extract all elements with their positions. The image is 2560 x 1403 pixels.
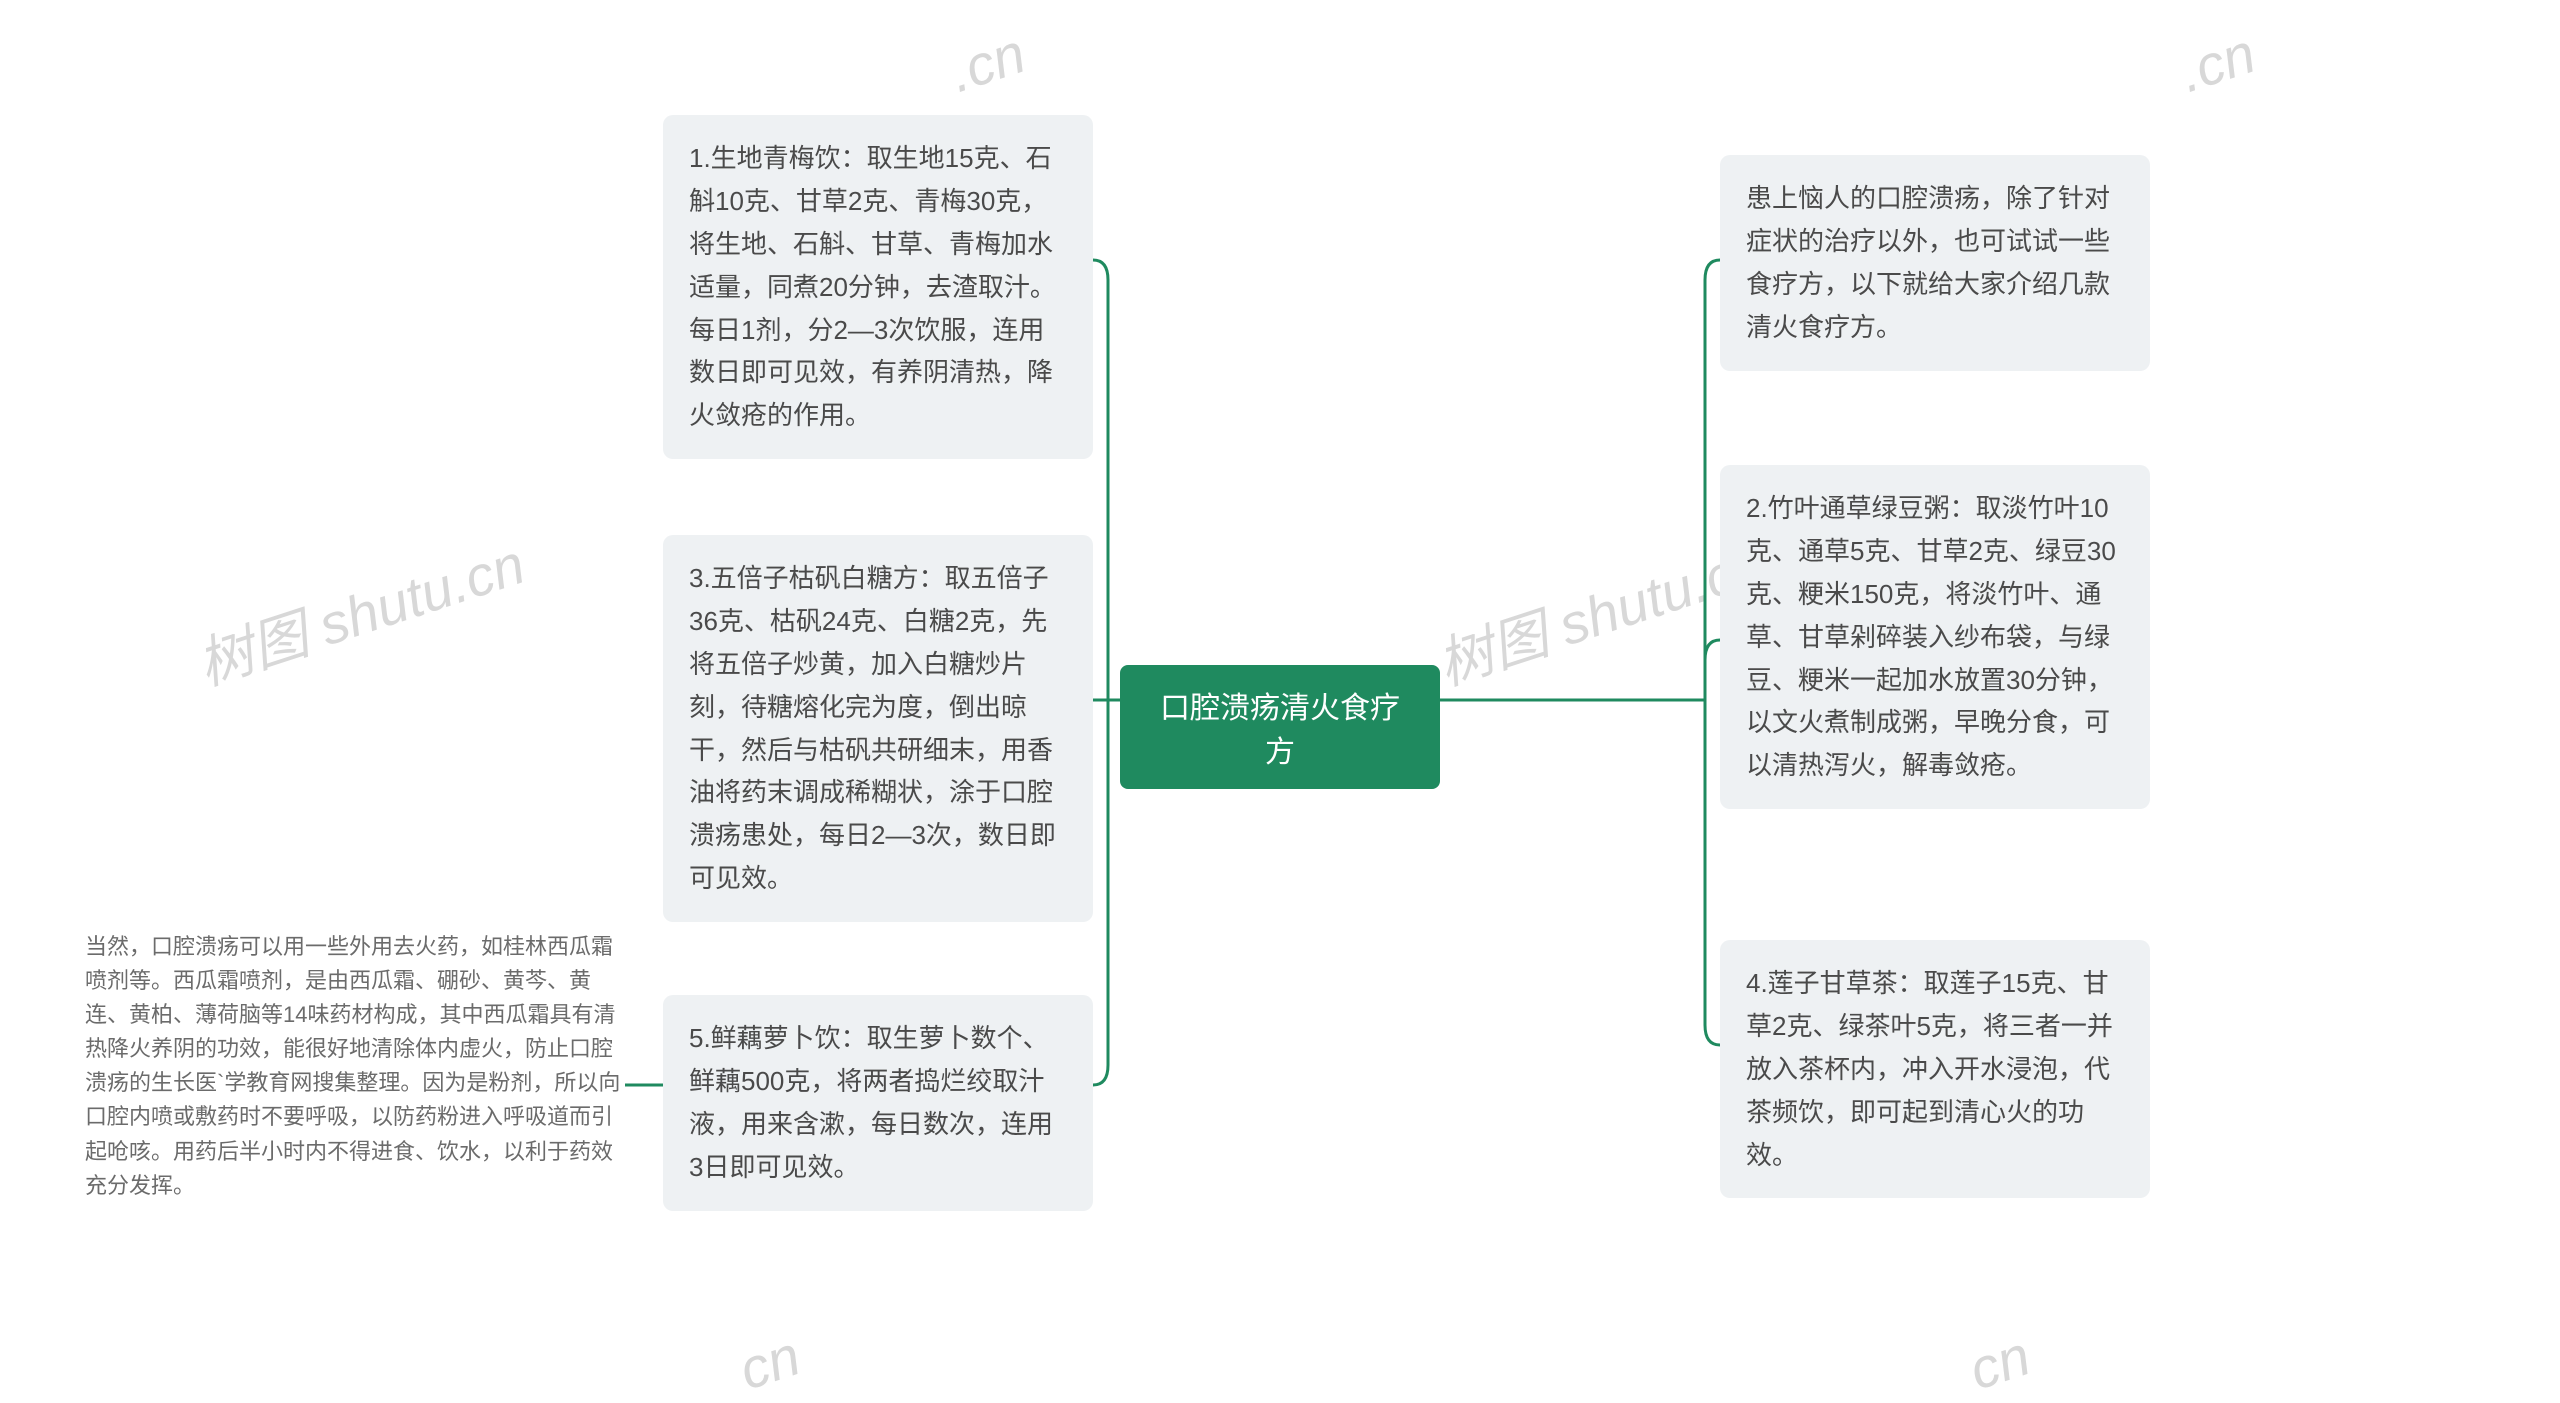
watermark: .cn <box>942 20 1033 105</box>
branch-node-3[interactable]: 3.五倍子枯矾白糖方：取五倍子36克、枯矾24克、白糖2克，先将五倍子炒黄，加入… <box>663 535 1093 922</box>
center-node[interactable]: 口腔溃疡清火食疗方 <box>1120 665 1440 789</box>
branch-node-5[interactable]: 5.鲜藕萝卜饮：取生萝卜数个、鲜藕500克，将两者捣烂绞取汁液，用来含漱，每日数… <box>663 995 1093 1211</box>
mindmap-canvas: 树图 shutu.cn 树图 shutu.cn .cn .cn cn cn 口腔… <box>0 0 2560 1403</box>
branch-node-1[interactable]: 1.生地青梅饮：取生地15克、石斛10克、甘草2克、青梅30克，将生地、石斛、甘… <box>663 115 1093 459</box>
connector <box>1093 700 1120 1085</box>
connector <box>1093 260 1120 700</box>
connector <box>1440 260 1720 700</box>
watermark: cn <box>731 1322 807 1402</box>
watermark: 树图 shutu.cn <box>186 520 534 702</box>
leaf-node-5a[interactable]: 当然，口腔溃疡可以用一些外用去火药，如桂林西瓜霜喷剂等。西瓜霜喷剂，是由西瓜霜、… <box>85 930 625 1203</box>
watermark: cn <box>1961 1322 2037 1402</box>
branch-node-2[interactable]: 2.竹叶通草绿豆粥：取淡竹叶10克、通草5克、甘草2克、绿豆30克、粳米150克… <box>1720 465 2150 809</box>
watermark: .cn <box>2172 20 2263 105</box>
branch-node-4[interactable]: 4.莲子甘草茶：取莲子15克、甘草2克、绿茶叶5克，将三者一并放入茶杯内，冲入开… <box>1720 940 2150 1198</box>
branch-node-intro[interactable]: 患上恼人的口腔溃疡，除了针对症状的治疗以外，也可试试一些食疗方，以下就给大家介绍… <box>1720 155 2150 371</box>
connector <box>1440 700 1720 1045</box>
connector <box>1440 640 1720 700</box>
